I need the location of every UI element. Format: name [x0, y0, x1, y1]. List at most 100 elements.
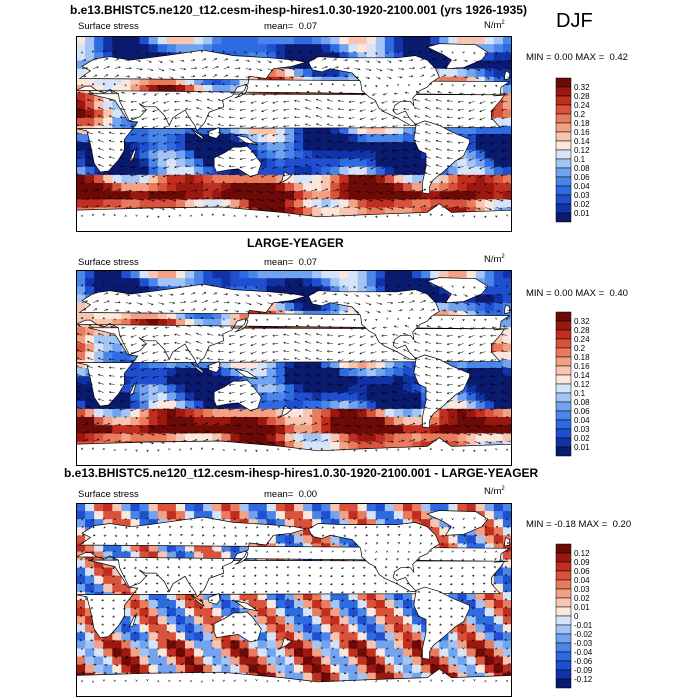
stress-vector: [147, 302, 154, 305]
stress-vector-head: [407, 316, 411, 320]
stress-vector-head: [348, 133, 351, 136]
stress-vector: [185, 116, 192, 118]
stress-vector-head: [217, 139, 221, 143]
field-cell: [375, 44, 386, 53]
stress-vector: [218, 164, 224, 167]
stress-vector-head: [282, 191, 285, 194]
stress-vector: [354, 190, 361, 193]
field-cell: [321, 417, 331, 426]
stress-vector-head: [152, 199, 155, 202]
stress-vector: [485, 302, 492, 305]
field-cell: [139, 417, 150, 426]
stress-vector: [98, 164, 104, 167]
field-cell: [85, 142, 95, 151]
field-cell: [294, 174, 304, 184]
field-cell: [493, 368, 504, 377]
field-cell: [393, 207, 404, 217]
stress-vector-head: [440, 82, 443, 86]
field-cell: [330, 359, 340, 369]
stress-vector: [163, 158, 170, 161]
stress-vector: [343, 76, 348, 78]
field-cell: [166, 408, 177, 418]
field-cell: [175, 174, 186, 184]
field-cell: [466, 376, 477, 385]
stress-vector: [218, 140, 224, 143]
stress-vector: [370, 101, 377, 104]
stress-vector-head: [163, 342, 166, 345]
field-cell: [185, 142, 195, 151]
stress-vector: [463, 207, 470, 209]
field-cell: [348, 278, 359, 287]
field-cell: [230, 319, 240, 328]
field-cell: [194, 134, 204, 143]
field-cell: [403, 166, 413, 176]
stress-vector: [229, 108, 235, 110]
field-cell: [239, 36, 250, 45]
field-cell: [294, 68, 304, 78]
stress-vector-head: [206, 333, 210, 336]
stress-vector-head: [501, 125, 504, 128]
stress-vector-head: [206, 341, 210, 344]
stress-vector: [103, 205, 110, 208]
field-cell: [330, 376, 340, 385]
stress-vector: [419, 66, 426, 69]
stress-vector: [207, 139, 213, 143]
stress-vector-head: [206, 139, 210, 142]
stress-vector: [120, 116, 126, 118]
stress-vector: [463, 310, 468, 313]
stress-vector-head: [247, 59, 251, 63]
field-cell: [357, 286, 368, 295]
field-cell: [121, 85, 131, 94]
stress-vector-head: [189, 181, 193, 185]
stress-vector-head: [386, 215, 389, 218]
stress-vector-head: [402, 341, 406, 344]
field-cell: [94, 343, 104, 353]
stress-vector-head: [314, 66, 318, 69]
stress-vector-head: [392, 341, 395, 345]
stress-vector-head: [459, 327, 462, 330]
stress-vector: [185, 341, 192, 344]
stress-vector-head: [151, 68, 154, 72]
stress-vector-head: [470, 327, 473, 330]
stress-vector: [392, 150, 399, 152]
stress-vector: [485, 190, 492, 194]
stress-vector-head: [164, 93, 168, 96]
stress-vector-head: [238, 67, 241, 70]
field-cell: [502, 142, 512, 151]
stress-vector-head: [479, 134, 482, 137]
stress-vector-head: [249, 190, 253, 193]
stress-vector-head: [468, 174, 471, 178]
stress-vector-head: [124, 214, 127, 217]
stress-vector-head: [141, 158, 144, 161]
stress-vector-head: [402, 164, 406, 168]
stress-vector-head: [193, 292, 196, 295]
stress-vector-head: [479, 167, 482, 170]
field-cell: [357, 400, 368, 410]
field-cell: [203, 359, 213, 369]
stress-vector: [272, 101, 279, 104]
stress-vector-head: [490, 358, 493, 362]
field-cell: [76, 101, 86, 110]
stress-vector: [121, 92, 126, 94]
stress-vector-head: [163, 350, 166, 354]
field-cell: [230, 368, 240, 377]
stress-vector-head: [479, 351, 482, 354]
stress-vector-head: [97, 333, 101, 336]
stress-vector-head: [412, 66, 416, 70]
stress-vector: [207, 333, 213, 336]
stress-vector-head: [118, 301, 121, 304]
stress-vector-head: [331, 213, 334, 216]
field-cell: [348, 52, 359, 61]
field-cell: [157, 376, 168, 385]
field-cell: [384, 52, 395, 61]
field-cell: [130, 368, 141, 377]
field-cell: [312, 52, 322, 61]
stress-vector-head: [152, 150, 155, 153]
stress-vector-head: [88, 91, 92, 94]
field-cell: [484, 400, 495, 410]
stress-vector: [403, 133, 410, 135]
stress-vector: [191, 67, 197, 69]
stress-vector-head: [293, 357, 297, 360]
field-cell: [330, 400, 340, 410]
field-cell: [294, 278, 304, 287]
